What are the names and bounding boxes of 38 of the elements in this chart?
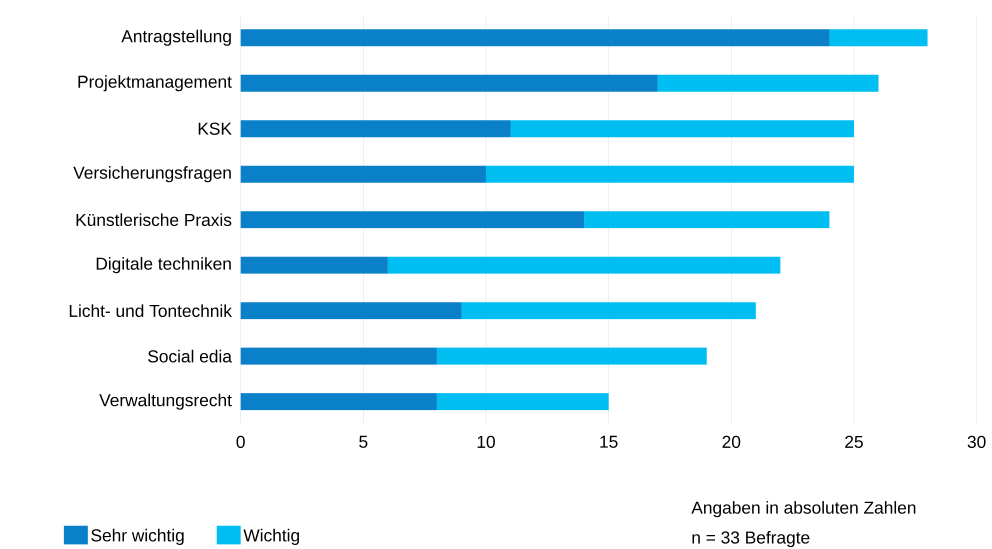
x-tick-label: 5 bbox=[359, 436, 368, 448]
bar bbox=[510, 120, 854, 138]
bar bbox=[486, 166, 854, 183]
x-tick-label: 10 bbox=[478, 436, 495, 448]
bar bbox=[240, 302, 462, 320]
y-tick-label: KSK bbox=[198, 122, 232, 135]
x-tick-label: 25 bbox=[845, 436, 863, 448]
y-tick-label: Licht- und Tontechnik bbox=[70, 304, 232, 317]
bar bbox=[584, 211, 830, 228]
bar bbox=[436, 348, 707, 365]
bar bbox=[240, 256, 388, 274]
bar bbox=[240, 29, 830, 46]
bar bbox=[388, 256, 780, 274]
y-tick-label: Social edia bbox=[148, 350, 232, 362]
legend-label: Sehr wichtig bbox=[91, 528, 184, 545]
x-tick-label: 15 bbox=[600, 436, 618, 448]
bar bbox=[240, 166, 486, 183]
text: n = 33 Befragte bbox=[692, 530, 810, 547]
legend-label: Wichtig bbox=[243, 528, 299, 545]
bar bbox=[436, 393, 609, 410]
y-tick-label: Digitale techniken bbox=[96, 256, 231, 274]
x-tick-label: 0 bbox=[236, 436, 245, 448]
y-tick-label: Versicherungsfragen bbox=[73, 166, 231, 182]
bar bbox=[240, 393, 437, 410]
y-tick-label: Projektmanagement bbox=[78, 75, 232, 92]
y-tick-label: Verwaltungsrecht bbox=[99, 393, 232, 410]
bar bbox=[240, 211, 584, 228]
bar bbox=[829, 29, 928, 46]
bar bbox=[240, 120, 511, 138]
y-tick-label: Künstlerische Praxis bbox=[76, 213, 232, 226]
y-tick-label: Antragstellung bbox=[121, 30, 231, 46]
bar bbox=[240, 74, 658, 92]
bar bbox=[658, 74, 878, 92]
bar bbox=[240, 348, 437, 365]
text: Angaben in absoluten Zahlen bbox=[691, 500, 916, 518]
bar bbox=[461, 302, 756, 320]
x-tick-label: 20 bbox=[722, 436, 740, 448]
x-tick-label: 30 bbox=[968, 436, 986, 448]
